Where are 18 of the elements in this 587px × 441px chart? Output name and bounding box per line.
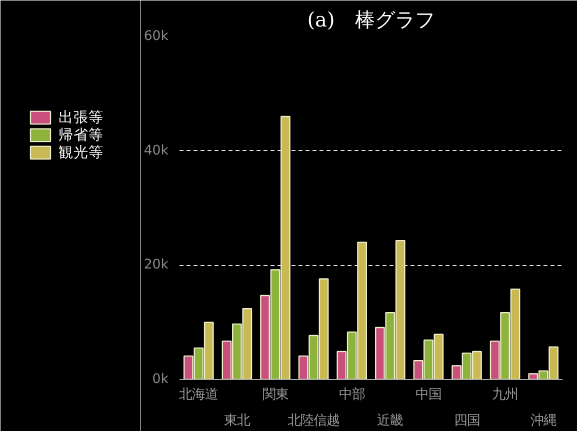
legend-label: 観光等 [58, 144, 104, 162]
x-tick-label: 中部 [338, 388, 365, 402]
x-tick-label: 北海道 [179, 388, 218, 402]
y-tick-label: 60k [144, 29, 169, 44]
chart-title: (a) 棒グラフ [307, 8, 435, 32]
y-tick-label: 20k [144, 258, 169, 273]
legend-label: 帰省等 [58, 126, 104, 144]
y-tick-label: 40k [144, 143, 169, 158]
x-tick-label: 近畿 [377, 414, 404, 428]
x-tick-label: 関東 [262, 388, 288, 402]
x-tick-label: 沖縄 [530, 414, 556, 428]
x-tick-label: 四国 [454, 414, 480, 428]
x-tick-label: 東北 [224, 414, 250, 428]
x-tick-label: 中国 [415, 388, 442, 402]
x-tick-label: 北陸信越 [288, 414, 340, 428]
x-tick-label: 九州 [492, 388, 518, 402]
legend-label: 出張等 [58, 109, 104, 126]
y-tick-label: 0k [152, 372, 169, 387]
